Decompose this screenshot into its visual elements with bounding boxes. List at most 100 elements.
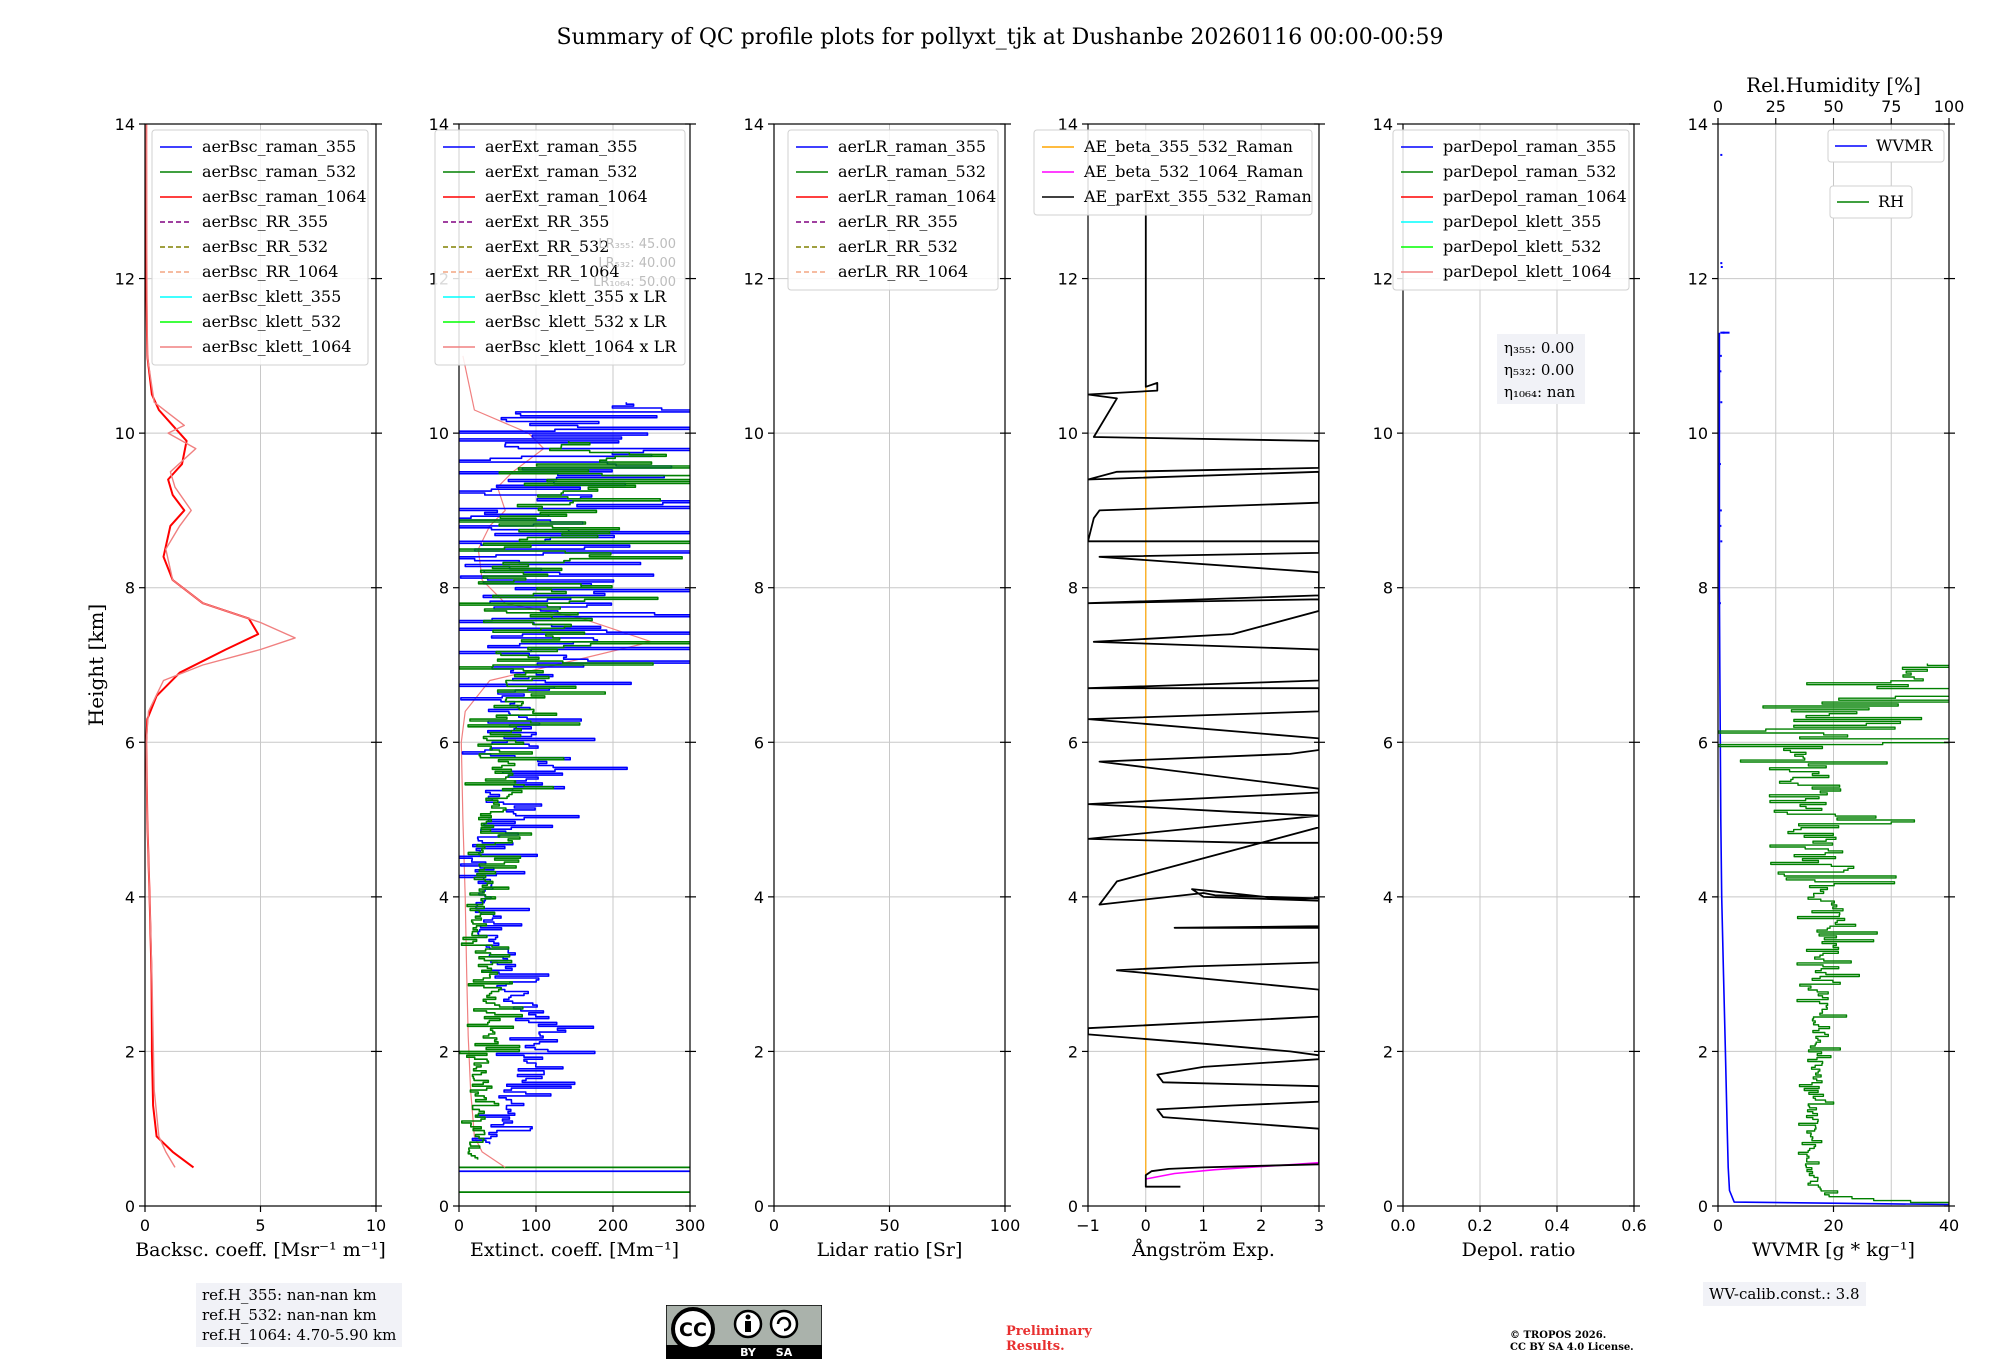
x-tick-label-depol: 0.6 xyxy=(1621,1216,1646,1235)
x-axis-label-water_vapor: WVMR [g * kg⁻¹] xyxy=(1752,1239,1915,1261)
y-tick-label-water_vapor: 2 xyxy=(1698,1042,1708,1061)
y-tick-label-depol: 0 xyxy=(1383,1197,1393,1216)
top-x-tick-label: 50 xyxy=(1823,97,1843,116)
legend-label-AE_beta_355_532_Raman: AE_beta_355_532_Raman xyxy=(1083,137,1293,156)
data-extinction xyxy=(459,355,690,1193)
preliminary-line-1: Preliminary xyxy=(1006,1324,1092,1339)
legend-label-aerLR_raman_1064: aerLR_raman_1064 xyxy=(838,187,996,206)
data-water_vapor xyxy=(1718,153,1949,1206)
legend-label-aerExt_RR_532: aerExt_RR_532 xyxy=(485,237,609,256)
series-WVMR xyxy=(1718,332,1949,1206)
legend-label-parDepol_raman_532: parDepol_raman_532 xyxy=(1443,162,1616,181)
reference-height-box: ref.H_355: nan-nan km ref.H_532: nan-nan… xyxy=(196,1283,403,1347)
legend-box-wvmr xyxy=(1827,129,1945,163)
data-angstrom xyxy=(1088,201,1319,1188)
y-tick-label-depol: 2 xyxy=(1383,1042,1393,1061)
ticks-backscatter xyxy=(139,123,382,1212)
share-alike-icon xyxy=(769,1309,799,1339)
lidar-ratio-label: LR₅₃₂: 40.00 xyxy=(598,256,676,271)
x-tick-label-lidar_ratio: 0 xyxy=(769,1216,779,1235)
lidar-ratio-label: LR₁₀₆₄: 50.00 xyxy=(593,275,676,290)
legend-label-aerLR_raman_532: aerLR_raman_532 xyxy=(838,162,986,181)
legend-label-aerBsc_RR_1064: aerBsc_RR_1064 xyxy=(202,262,338,281)
legend-label-aerLR_RR_532: aerLR_RR_532 xyxy=(838,237,958,256)
legend-box-extinction xyxy=(434,129,686,366)
y-tick-label-angstrom: 2 xyxy=(1068,1042,1078,1061)
x-tick-label-water_vapor: 0 xyxy=(1713,1216,1723,1235)
legend-label-aerBsc_raman_355: aerBsc_raman_355 xyxy=(202,137,356,156)
series-aerExt_raman_355 xyxy=(459,402,690,1145)
cc-logo-text: CC xyxy=(679,1319,707,1341)
y-tick-label-extinction: 10 xyxy=(429,424,449,443)
y-tick-label-lidar_ratio: 4 xyxy=(754,888,764,907)
x-tick-label-angstrom: −1 xyxy=(1076,1216,1100,1235)
legend-depol: parDepol_raman_355 parDepol_raman_532 parD… xyxy=(1392,129,1630,291)
panel-backscatter: 0 5 10 0 2 4 6 8 10 12 14 Backsc. coeff. [Msr⁻¹ m⁻¹… xyxy=(84,115,386,1261)
x-tick-label-extinction: 100 xyxy=(521,1216,552,1235)
legend-label-aerLR_RR_1064: aerLR_RR_1064 xyxy=(838,262,968,281)
y-tick-label-depol: 6 xyxy=(1383,733,1393,752)
y-tick-label-angstrom: 10 xyxy=(1058,424,1078,443)
legend-label-aerBsc_klett_1064: aerBsc_klett_1064 xyxy=(202,337,351,356)
y-tick-label-extinction: 8 xyxy=(439,579,449,598)
x-tick-label-depol: 0.0 xyxy=(1390,1216,1415,1235)
x-axis-label-backscatter: Backsc. coeff. [Msr⁻¹ m⁻¹] xyxy=(135,1239,386,1261)
y-tick-label-angstrom: 12 xyxy=(1058,270,1078,289)
ref-height-532: ref.H_532: nan-nan km xyxy=(202,1306,377,1324)
y-tick-label-backscatter: 4 xyxy=(125,888,135,907)
legend-label-aerExt_raman_532: aerExt_raman_532 xyxy=(485,162,638,181)
legend-label-parDepol_klett_532: parDepol_klett_532 xyxy=(1443,237,1601,256)
cc-by-sa-badge: CC BY SA xyxy=(666,1305,822,1359)
legend-label-aerExt_RR_355: aerExt_RR_355 xyxy=(485,212,609,231)
y-tick-label-extinction: 4 xyxy=(439,888,449,907)
legend-box-backscatter xyxy=(151,129,369,366)
y-tick-label-lidar_ratio: 8 xyxy=(754,579,764,598)
y-tick-label-depol: 10 xyxy=(1373,424,1393,443)
share-alike-arrow xyxy=(776,1316,792,1332)
legend-label-aerBsc_raman_1064: aerBsc_raman_1064 xyxy=(202,187,367,206)
y-tick-label-backscatter: 10 xyxy=(115,424,135,443)
x-tick-label-backscatter: 10 xyxy=(366,1216,386,1235)
x-axis-label-angstrom: Ångström Exp. xyxy=(1131,1239,1275,1261)
depol-eta-box: η₃₅₅: 0.00 η₅₃₂: 0.00 η₁₀₆₄: nan xyxy=(1497,334,1585,404)
legend-label-RH: RH xyxy=(1878,192,1904,211)
y-tick-label-lidar_ratio: 6 xyxy=(754,733,764,752)
x-axis-label-depol: Depol. ratio xyxy=(1462,1239,1576,1261)
y-axis-label: Height [km] xyxy=(84,604,108,726)
y-tick-label-angstrom: 0 xyxy=(1068,1197,1078,1216)
legend-box-angstrom xyxy=(1033,129,1313,216)
legend-label-aerLR_raman_355: aerLR_raman_355 xyxy=(838,137,986,156)
eta-label: η₃₅₅: 0.00 xyxy=(1504,339,1574,357)
legend-label-aerExt_raman_1064: aerExt_raman_1064 xyxy=(485,187,648,206)
legend-angstrom: AE_beta_355_532_Raman AE_beta_532_1064_Ra… xyxy=(1033,129,1313,216)
data-backscatter xyxy=(145,124,296,1169)
eta-label: η₅₃₂: 0.00 xyxy=(1504,361,1574,379)
legend-label-aerBsc_raman_532: aerBsc_raman_532 xyxy=(202,162,356,181)
wv-calibration-box: WV-calib.const.: 3.8 xyxy=(1703,1282,1866,1306)
y-tick-label-backscatter: 8 xyxy=(125,579,135,598)
legend-label-AE_parExt_355_532_Raman: AE_parExt_355_532_Raman xyxy=(1083,187,1312,206)
cc-logo-icon xyxy=(671,1307,715,1351)
axes-frame-extinction xyxy=(458,123,691,1207)
y-tick-label-extinction: 14 xyxy=(429,115,449,134)
top-x-tick-label: 25 xyxy=(1766,97,1786,116)
eta-box-background xyxy=(1497,334,1585,404)
top-x-axis-label: Rel.Humidity [%] xyxy=(1746,73,1921,97)
y-tick-label-extinction: 2 xyxy=(439,1042,449,1061)
y-tick-label-backscatter: 12 xyxy=(115,270,135,289)
x-tick-label-depol: 0.4 xyxy=(1544,1216,1569,1235)
preliminary-results-note: Preliminary Results. xyxy=(1006,1324,1092,1354)
legend-label-aerBsc_klett_355 x LR: aerBsc_klett_355 x LR xyxy=(485,287,667,306)
y-tick-label-lidar_ratio: 2 xyxy=(754,1042,764,1061)
y-tick-label-depol: 4 xyxy=(1383,888,1393,907)
y-tick-label-lidar_ratio: 10 xyxy=(744,424,764,443)
ticks-water_vapor xyxy=(1712,118,1955,1212)
x-tick-label-depol: 0.2 xyxy=(1467,1216,1492,1235)
legend-label-aerBsc_RR_532: aerBsc_RR_532 xyxy=(202,237,328,256)
panel-water_vapor: 0 20 40 0 2 4 6 8 10 12 14 WVMR [g * kg⁻¹] 0 25 50 75 10… xyxy=(1688,73,1965,1261)
legend-label-aerBsc_klett_1064 x LR: aerBsc_klett_1064 x LR xyxy=(485,337,677,356)
top-x-tick-label: 75 xyxy=(1881,97,1901,116)
y-tick-label-extinction: 6 xyxy=(439,733,449,752)
copyright-note: © TROPOS 2026. CC BY SA 4.0 License. xyxy=(1510,1330,1634,1354)
